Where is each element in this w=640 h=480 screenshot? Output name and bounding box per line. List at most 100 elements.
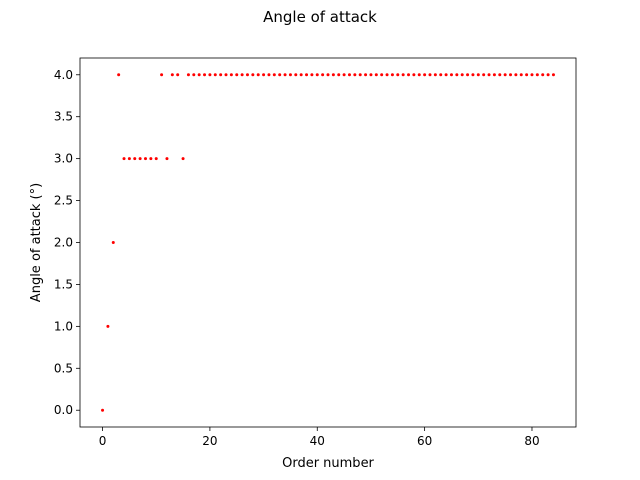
data-point (546, 73, 550, 77)
data-point (535, 73, 539, 77)
data-point (525, 73, 529, 77)
data-point (417, 73, 421, 77)
data-point (423, 73, 427, 77)
data-point (401, 73, 405, 77)
data-point (364, 73, 368, 77)
data-point (245, 73, 249, 77)
data-point (514, 73, 518, 77)
plot-area-frame (79, 57, 577, 428)
data-point (503, 73, 507, 77)
data-point (229, 73, 233, 77)
data-point (176, 73, 180, 77)
data-point (278, 73, 282, 77)
y-axis-label: Angle of attack (°) (29, 183, 44, 302)
data-point (487, 73, 491, 77)
y-tick-label: 1.5 (54, 277, 73, 291)
data-point (492, 73, 496, 77)
data-point (133, 157, 137, 161)
data-point (460, 73, 464, 77)
data-point (251, 73, 255, 77)
data-point (192, 73, 196, 77)
y-tick-label: 2.0 (54, 236, 73, 250)
data-point (530, 73, 534, 77)
data-point (551, 73, 555, 77)
data-point (160, 73, 164, 77)
data-point (380, 73, 384, 77)
data-point (186, 73, 190, 77)
data-point (337, 73, 341, 77)
data-point (476, 73, 480, 77)
y-tick-label: 0.5 (54, 361, 73, 375)
data-point (138, 157, 142, 161)
data-point (283, 73, 287, 77)
data-point (288, 73, 292, 77)
data-point (509, 73, 513, 77)
data-point (407, 73, 411, 77)
data-point (331, 73, 335, 77)
data-point (181, 157, 185, 161)
x-tick-label: 60 (417, 434, 432, 448)
data-point (353, 73, 357, 77)
chart-title: Angle of attack (263, 8, 377, 26)
data-point (197, 73, 201, 77)
data-point (224, 73, 228, 77)
data-point (256, 73, 260, 77)
data-point (219, 73, 223, 77)
data-point (358, 73, 362, 77)
data-point (305, 73, 309, 77)
data-point (262, 73, 266, 77)
data-point (374, 73, 378, 77)
data-point (444, 73, 448, 77)
x-tick-label: 40 (310, 434, 325, 448)
data-point (433, 73, 437, 77)
data-point (455, 73, 459, 77)
data-point (149, 157, 153, 161)
data-point (117, 73, 121, 77)
data-point (396, 73, 400, 77)
data-point (321, 73, 325, 77)
data-point (203, 73, 207, 77)
data-point (385, 73, 389, 77)
data-point (498, 73, 502, 77)
x-axis-label: Order number (282, 456, 374, 471)
data-point (106, 324, 110, 328)
data-point (240, 73, 244, 77)
data-point (482, 73, 486, 77)
data-point (111, 241, 115, 244)
y-tick-label: 2.5 (54, 194, 73, 208)
y-tick-label: 1.0 (54, 319, 73, 333)
data-point (235, 73, 239, 77)
data-point (154, 157, 158, 161)
x-tick-label: 80 (524, 434, 539, 448)
data-point (466, 73, 470, 77)
data-point (519, 73, 523, 77)
data-point (267, 73, 271, 77)
data-point (347, 73, 351, 77)
data-point (326, 73, 330, 77)
data-point (170, 73, 174, 77)
data-point (315, 73, 319, 77)
data-point (165, 157, 169, 161)
y-axis: 0.0 0.5 1.0 1.5 2.0 2.5 3.0 3.5 4.0 (54, 68, 80, 417)
y-tick-label: 0.0 (54, 403, 73, 417)
data-point (299, 73, 303, 77)
data-point (439, 73, 443, 77)
y-tick-label: 4.0 (54, 68, 73, 82)
x-axis: 0 20 40 60 80 (99, 427, 540, 448)
data-point (143, 157, 147, 161)
data-point (294, 73, 298, 77)
data-point (213, 73, 217, 77)
data-point (428, 73, 432, 77)
x-tick-label: 20 (202, 434, 217, 448)
data-point (471, 73, 475, 77)
data-point (310, 73, 314, 77)
data-point (342, 73, 346, 77)
data-point (101, 408, 105, 412)
data-point (412, 73, 416, 77)
data-point (127, 157, 131, 161)
x-tick-label: 0 (99, 434, 107, 448)
data-point (541, 73, 545, 77)
y-tick-label: 3.0 (54, 152, 73, 166)
data-point (390, 73, 394, 77)
